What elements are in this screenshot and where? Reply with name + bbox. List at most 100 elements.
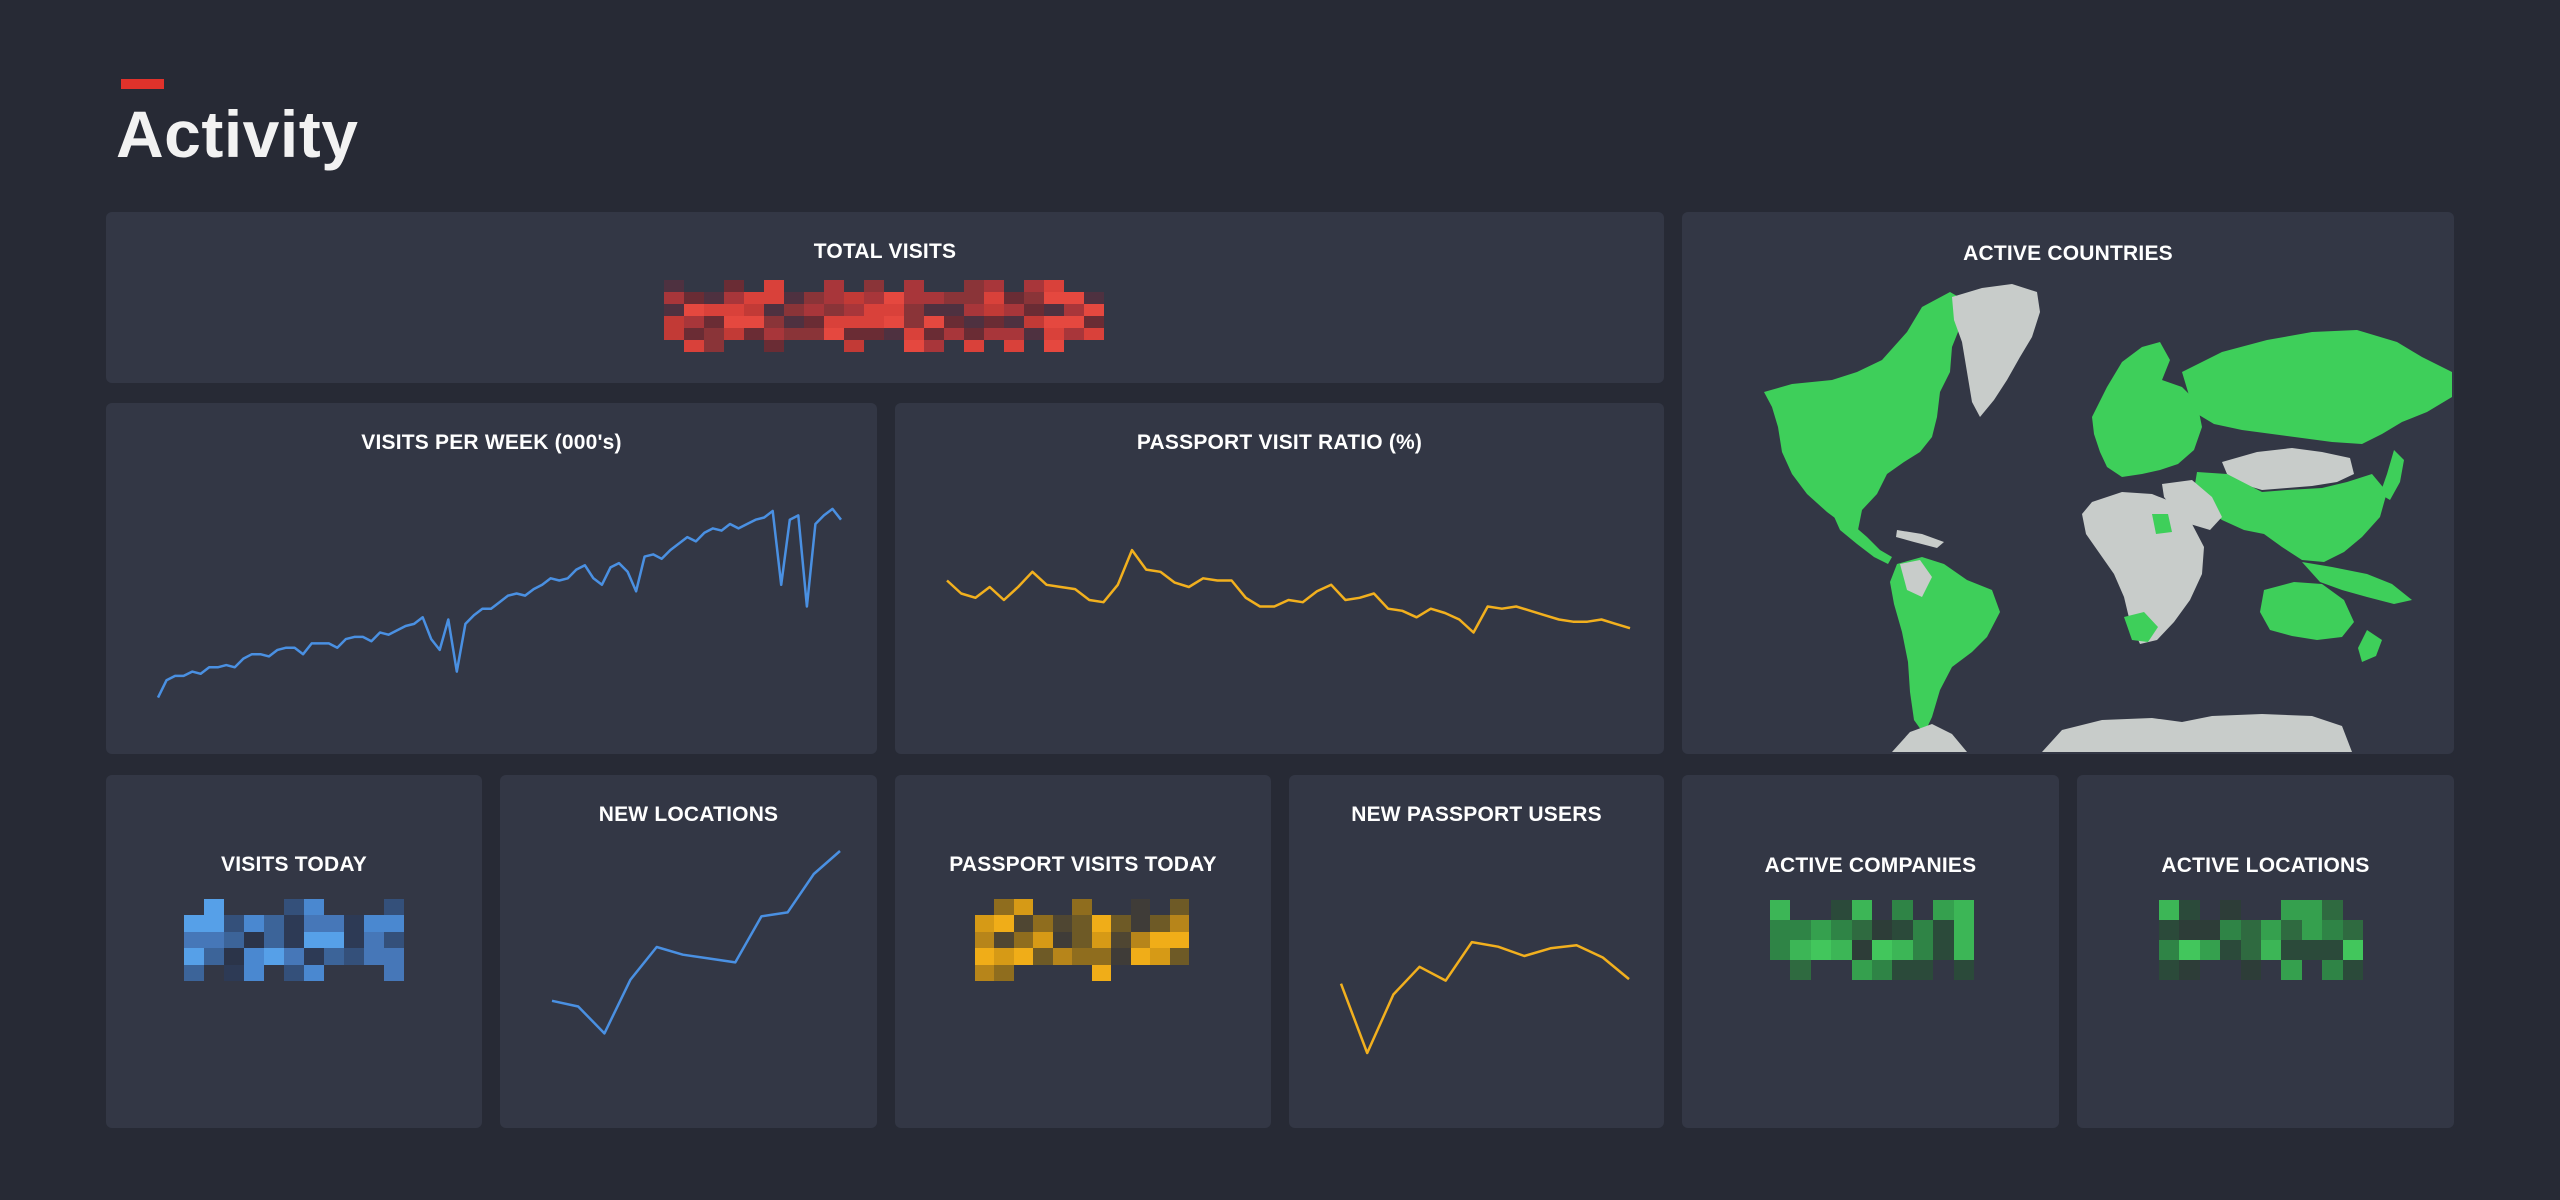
pixel-cell [1052,931,1073,949]
active-companies-value [1770,900,1974,980]
pixel-cell [1004,328,1024,340]
pixel-cell [944,304,964,316]
pixel-cell [1169,915,1189,932]
pixel-cell [1033,948,1053,965]
pixel-cell [824,304,844,316]
pixel-cell [1933,900,1954,920]
pixel-cell [664,340,684,352]
pixel-cell [284,931,304,949]
pixel-cell [1790,900,1810,920]
pixel-cell [824,292,844,304]
pixel-cell [344,948,364,965]
page-title: Activity [116,97,359,171]
visits_per_week-line [156,507,842,699]
pixel-cell [975,964,995,981]
pixel-cell [684,292,704,304]
pixel-cell [2220,920,2241,940]
pixel-cell [384,899,404,916]
pixel-cell [1851,900,1872,920]
pixel-cell [1811,960,1831,980]
pixel-cell [964,304,984,316]
pixel-cell [804,340,824,352]
pixel-cell [1091,931,1112,949]
pixel-cell [964,328,984,340]
pixel-cell [1044,304,1064,316]
pixel-cell [224,931,244,949]
pixel-cell [704,280,724,292]
pixel-cell [2179,920,2200,940]
pixel-cell [284,915,304,932]
map-antarctica [1892,714,2352,752]
pixel-cell [344,915,364,932]
visits-per-week-title: VISITS PER WEEK (000's) [361,431,622,454]
pixel-cell [2220,900,2241,920]
passport-visits-today-card: PASSPORT VISITS TODAY [895,775,1271,1128]
pixel-cell [904,280,924,292]
new-locations-chart [551,850,841,1035]
passport_visit_ratio-line [946,548,1631,634]
pixel-cell [2301,900,2323,920]
pixel-cell [784,292,804,304]
pixel-cell [2342,960,2363,980]
pixel-cell [304,964,324,981]
pixel-cell [904,328,924,340]
new_passport_users-line [1339,940,1630,1055]
new-passport-users-card: NEW PASSPORT USERS [1289,775,1664,1128]
pixel-cell [744,304,764,316]
pixel-cell [224,915,244,932]
new_locations-line [551,850,841,1035]
pixel-cell [1150,948,1170,965]
pixel-cell [2200,900,2220,920]
visits-today-value [184,899,404,981]
pixel-cell [944,340,964,352]
pixel-cell [924,304,944,316]
pixel-cell [975,948,995,965]
pixel-cell [2199,940,2221,960]
pixel-cell [2200,960,2220,980]
total-visits-value [664,280,1104,352]
pixel-cell [904,292,924,304]
pixel-cell [964,316,984,328]
visits-per-week-chart [156,507,842,699]
pixel-cell [344,899,364,915]
pixel-cell [2342,920,2363,940]
map-africa [2082,492,2204,644]
pixel-cell [1150,899,1169,915]
pixel-cell [1831,920,1852,940]
pixel-cell [1831,960,1851,980]
pixel-cell [804,304,824,316]
pixel-cell [224,948,244,965]
pixel-cell [2260,940,2282,960]
pixel-cell [1810,920,1832,940]
pixel-cell [384,948,404,965]
map-asia-south [2194,472,2387,562]
pixel-cell [744,280,764,292]
pixel-cell [1091,964,1112,981]
pixel-cell [1111,931,1131,949]
pixel-cell [1004,304,1024,316]
pixel-cell [964,340,984,352]
pixel-cell [1130,931,1151,949]
pixel-cell [1092,899,1111,915]
pixel-cell [944,292,964,304]
pixel-cell [904,304,924,316]
pixel-cell [1790,960,1811,980]
pixel-cell [1084,328,1104,340]
pixel-cell [1064,280,1084,292]
pixel-cell [824,316,844,328]
new-passport-users-chart [1339,940,1630,1055]
pixel-cell [1004,316,1024,328]
pixel-cell [304,948,324,965]
pixel-cell [2281,960,2302,980]
passport-visit-ratio-chart [946,548,1631,634]
pixel-cell [2159,920,2180,940]
pixel-cell [724,304,744,316]
pixel-cell [994,899,1014,916]
pixel-cell [804,292,824,304]
pixel-cell [2301,920,2323,940]
map-asia-inactive [2222,448,2354,490]
pixel-cell [2241,900,2261,920]
pixel-cell [1053,965,1072,981]
pixel-cell [364,915,384,932]
pixel-cell [1790,920,1811,940]
